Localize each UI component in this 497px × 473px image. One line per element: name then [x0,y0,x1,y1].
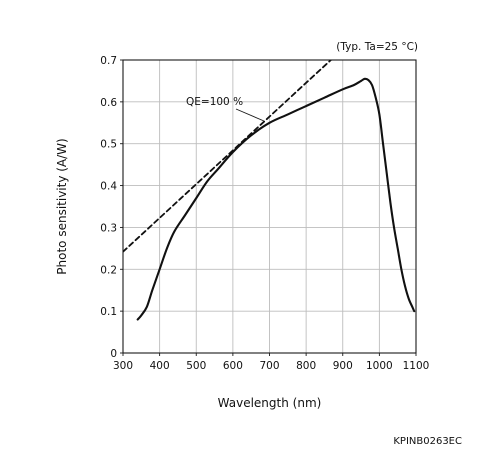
series-layer [123,60,416,321]
y-tick-label: 0.3 [100,222,117,234]
x-tick-label: 400 [150,360,170,372]
x-tick-label: 900 [333,360,353,372]
y-tick-label: 0.2 [100,264,117,276]
condition-note: (Typ. Ta=25 °C) [336,41,418,53]
qe-100-label: QE=100 % [186,96,243,108]
x-tick-label: 1100 [403,360,430,372]
ticks: 300 400 500 600 700 800 900 1000 1100 0 0.1 0.2 0.3 0… [100,55,429,372]
y-tick-label: 0.1 [100,306,117,318]
y-tick-label: 0.5 [100,139,117,151]
qe-100-reference-line [123,60,333,253]
x-tick-label: 800 [296,360,316,372]
x-axis-title: Wavelength (nm) [218,396,322,410]
x-tick-label: 700 [259,360,279,372]
x-tick-label: 500 [186,360,206,372]
x-tick-label: 1000 [366,360,393,372]
y-tick-label: 0.4 [100,181,117,193]
x-tick-label: 300 [113,360,133,372]
y-tick-label: 0 [110,348,117,360]
catalog-code: KPINB0263EC [393,436,462,447]
photo-sensitivity-curve [136,77,416,321]
plot-frame [122,59,417,354]
annotations: QE=100 % (Typ. Ta=25 °C) [186,41,418,122]
qe-100-leader-line [235,108,265,122]
x-tick-label: 600 [223,360,243,372]
y-tick-label: 0.6 [100,97,117,109]
y-axis-title: Photo sensitivity (A/W) [55,138,69,274]
y-tick-label: 0.7 [100,55,117,67]
